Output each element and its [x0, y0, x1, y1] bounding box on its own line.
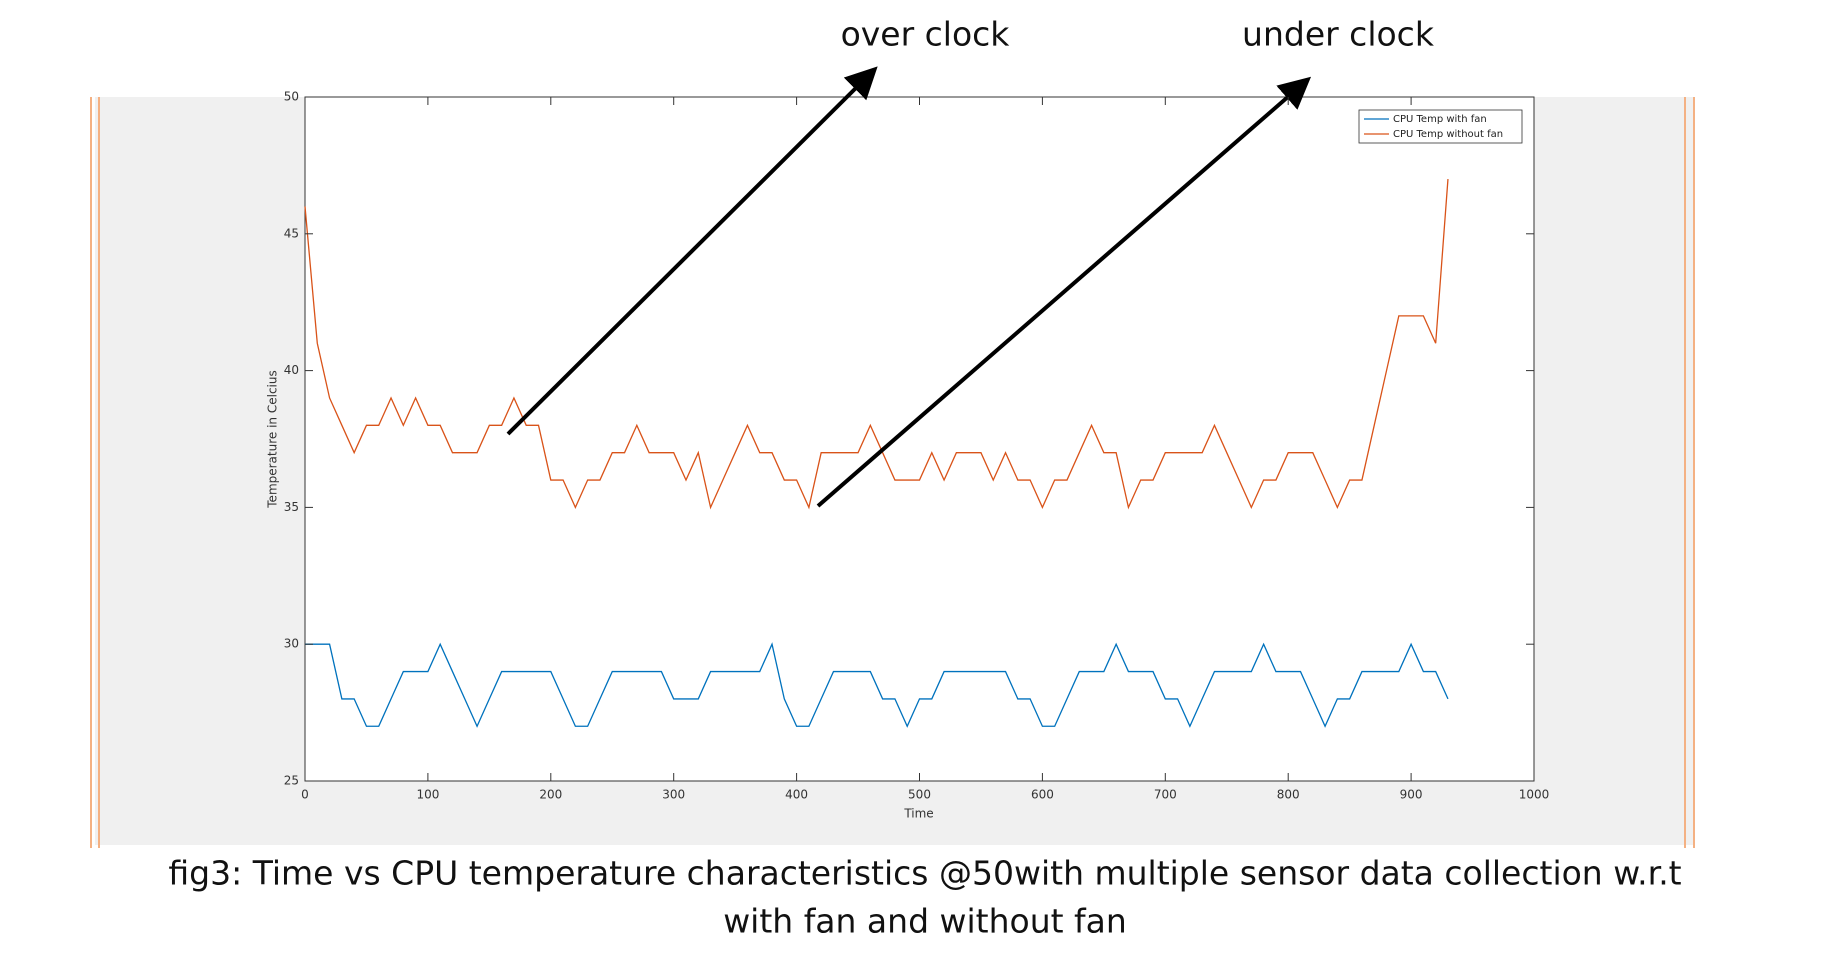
arrow: [816, 76, 1312, 508]
x-tick-label: 100: [416, 788, 439, 802]
plot-area: [304, 96, 1535, 782]
series-line: [305, 642, 1449, 728]
annotation: under clock: [1242, 15, 1435, 54]
y-tick-label: 35: [284, 500, 299, 514]
y-tick-label: 45: [284, 226, 299, 240]
x-tick-label: 700: [1154, 788, 1177, 802]
x-tick-label: 900: [1400, 788, 1423, 802]
caption: fig3: Time vs CPU temperature characteri…: [168, 854, 1681, 893]
arrow: [506, 66, 878, 436]
x-tick-label: 0: [301, 788, 309, 802]
y-tick-label: 25: [284, 774, 299, 788]
y-tick-label: 50: [284, 90, 299, 104]
x-tick-label: 800: [1277, 788, 1300, 802]
series-line: [304, 179, 1449, 510]
annotation: over clock: [841, 15, 1011, 54]
x-tick-label: 500: [908, 788, 931, 802]
x-tick-label: 1000: [1519, 788, 1550, 802]
legend-box: [1358, 109, 1523, 144]
x-tick-label: 200: [539, 788, 562, 802]
y-tick-label: 30: [284, 637, 299, 651]
legend-label: CPU Temp with fan: [1393, 114, 1487, 125]
legend-label: CPU Temp without fan: [1393, 129, 1503, 140]
x-axis-label: Time: [903, 807, 933, 821]
y-tick-label: 40: [284, 363, 299, 377]
x-tick-label: 300: [662, 788, 685, 802]
caption: with fan and without fan: [723, 902, 1127, 941]
x-tick-label: 400: [785, 788, 808, 802]
y-axis-label: Temperature in Celcius: [266, 370, 280, 508]
x-tick-label: 600: [1031, 788, 1054, 802]
